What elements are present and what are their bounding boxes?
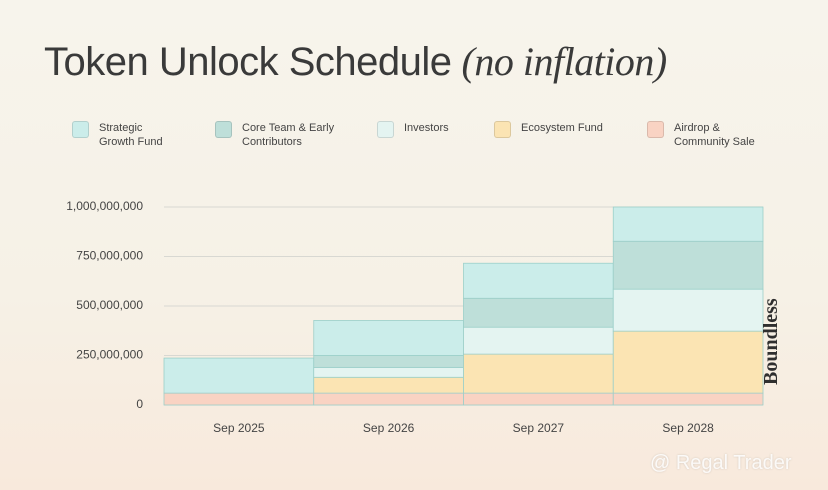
area-segment [313, 366, 464, 378]
legend-label: Airdrop & Community Sale [674, 122, 755, 148]
legend-swatch [647, 121, 664, 138]
x-tick-label: Sep 2027 [513, 421, 565, 435]
title-main: Token Unlock Schedule [44, 40, 452, 84]
title: Token Unlock Schedule (no inflation) [44, 38, 667, 85]
legend-label: Investors [404, 122, 449, 134]
area-segment [612, 206, 764, 242]
legend-swatch [215, 121, 232, 138]
area-segment [463, 353, 614, 394]
legend-label: Ecosystem Fund [521, 122, 603, 134]
area-segment [313, 320, 464, 356]
x-tick-label: Sep 2025 [213, 421, 265, 435]
legend-item: Strategic Growth Fund [72, 121, 179, 149]
y-tick-label: 1,000,000,000 [66, 199, 143, 213]
area-segment [163, 392, 315, 406]
y-tick-label: 500,000,000 [76, 298, 143, 312]
legend-label: Core Team & Early Contributors [242, 122, 335, 148]
area-segment [612, 240, 764, 290]
y-tick-label: 250,000,000 [76, 348, 143, 362]
legend-swatch [72, 121, 89, 138]
area-segment [163, 357, 315, 394]
area-segment [313, 355, 464, 368]
legend-label: Strategic Growth Fund [99, 122, 163, 148]
title-note: (no inflation) [461, 39, 668, 84]
y-tick-label: 750,000,000 [76, 249, 143, 263]
area-segment [463, 262, 614, 299]
area-segment [313, 376, 464, 394]
x-tick-label: Sep 2026 [363, 421, 415, 435]
legend-swatch [377, 121, 394, 138]
legend-item: Ecosystem Fund [494, 121, 631, 138]
area-segment [463, 326, 614, 355]
legend-swatch [494, 121, 511, 138]
x-tick-label: Sep 2028 [662, 421, 714, 435]
area-segment [612, 330, 764, 394]
legend-item: Investors [377, 121, 474, 138]
area-segment [313, 392, 464, 406]
area-segment [612, 392, 764, 406]
legend-item: Core Team & Early Contributors [215, 121, 342, 149]
y-tick-label: 0 [136, 397, 143, 411]
legend-item: Airdrop & Community Sale [647, 121, 764, 149]
area-segment [463, 392, 614, 406]
area-segment [463, 297, 614, 328]
watermark: @ Regal Trader [650, 452, 792, 474]
logo: Boundless [760, 298, 782, 385]
area-segment [612, 288, 764, 332]
